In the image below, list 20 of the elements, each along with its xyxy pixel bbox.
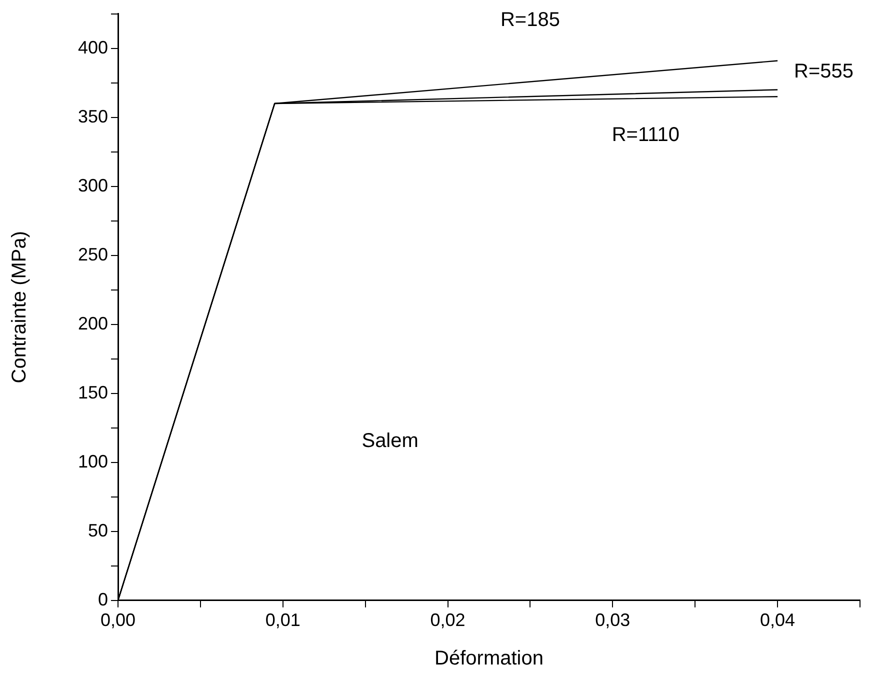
x-axis-title: Déformation: [434, 648, 544, 670]
x-tick-label: 0,03: [595, 610, 630, 630]
y-tick-label: 50: [88, 520, 108, 540]
y-tick-label: 100: [78, 451, 108, 472]
x-tick-label: 0,04: [760, 610, 796, 630]
y-axis-title: Contrainte (MPa): [8, 230, 31, 384]
x-tick-label: 0,01: [265, 610, 300, 630]
y-tick-label: 250: [78, 244, 108, 264]
series-label: R=1110: [612, 124, 680, 146]
y-tick-label: 400: [78, 37, 108, 58]
y-tick-label: 350: [78, 106, 108, 126]
y-tick-label: 150: [78, 382, 108, 402]
series-label: R=555: [794, 60, 854, 82]
y-tick-label: 300: [78, 175, 108, 196]
y-tick-label: 0: [98, 589, 108, 610]
y-tick-label: 200: [78, 313, 108, 334]
x-tick-label: 0,00: [100, 610, 136, 630]
text: R=185: [500, 9, 560, 32]
annotation: Salem: [362, 430, 418, 452]
x-tick-label: 0,02: [430, 610, 466, 630]
